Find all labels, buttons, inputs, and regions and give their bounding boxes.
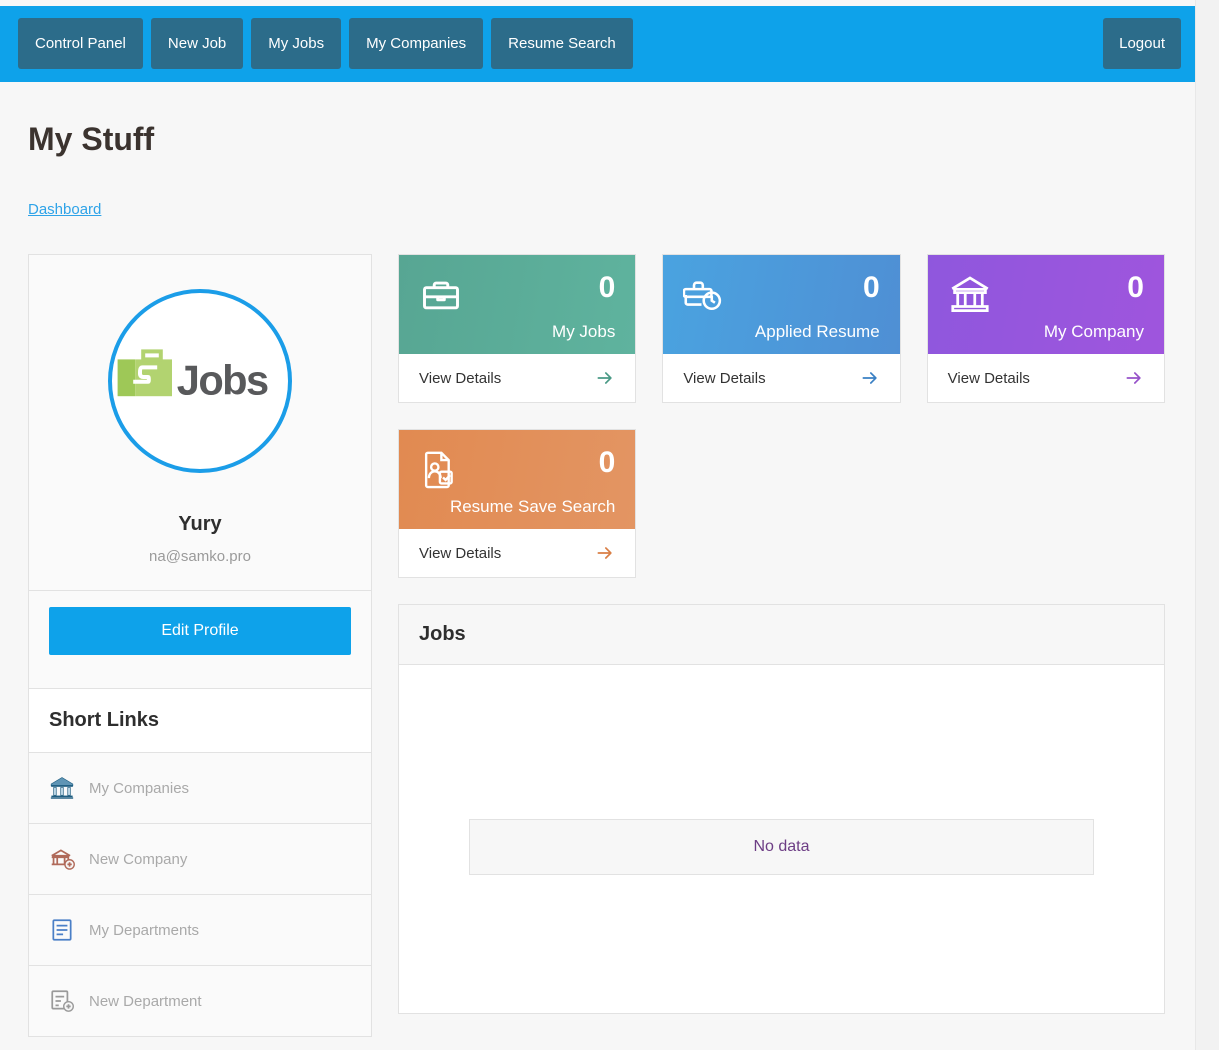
svg-text:Jobs: Jobs [177, 357, 268, 404]
